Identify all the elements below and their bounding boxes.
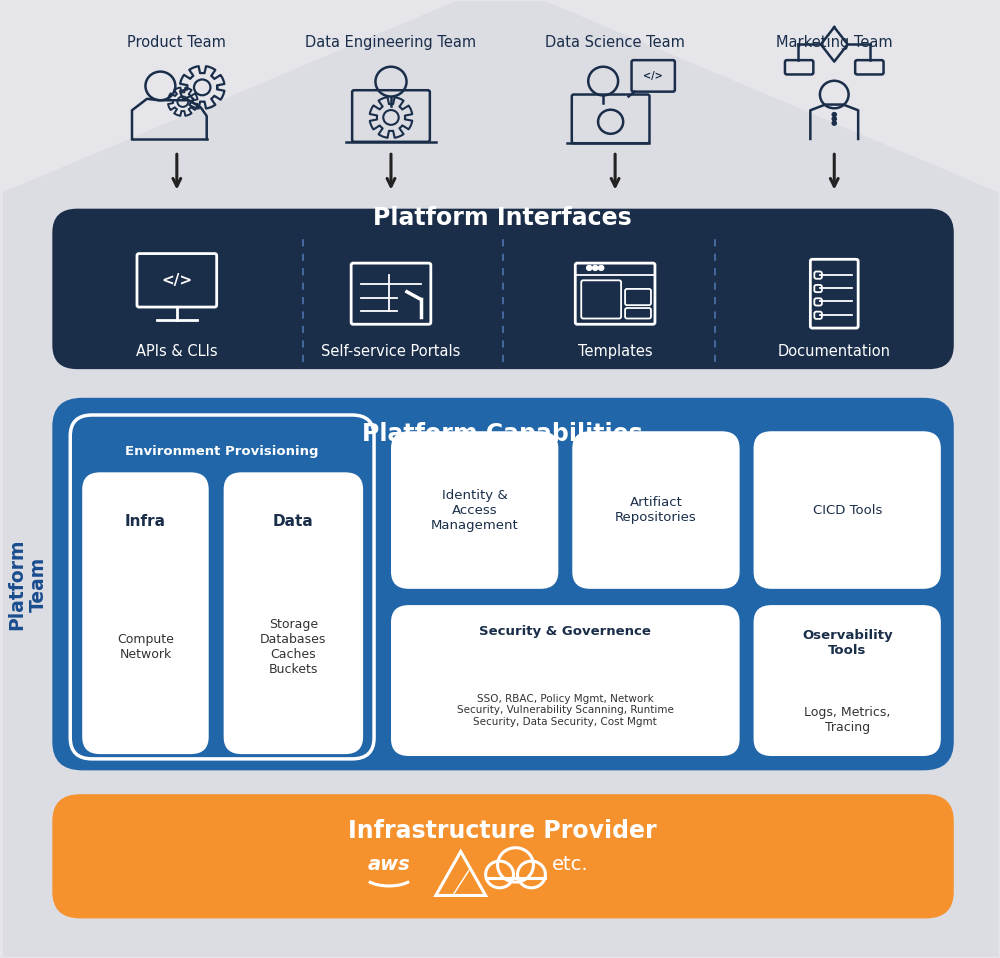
Text: Compute
Network: Compute Network <box>117 633 174 661</box>
Text: aws: aws <box>368 855 410 875</box>
Text: APIs & CLIs: APIs & CLIs <box>136 345 218 359</box>
FancyBboxPatch shape <box>391 605 740 756</box>
FancyBboxPatch shape <box>224 472 363 754</box>
Text: </>: </> <box>643 71 663 80</box>
Text: Identity &
Access
Management: Identity & Access Management <box>431 489 519 532</box>
Text: Logs, Metrics,
Tracing: Logs, Metrics, Tracing <box>804 706 890 734</box>
Text: Oservability
Tools: Oservability Tools <box>802 629 893 657</box>
Text: Templates: Templates <box>578 345 652 359</box>
Circle shape <box>832 117 836 121</box>
Circle shape <box>832 121 836 125</box>
FancyBboxPatch shape <box>572 431 740 589</box>
FancyBboxPatch shape <box>754 431 941 589</box>
Circle shape <box>832 113 836 117</box>
Text: Self-service Portals: Self-service Portals <box>321 345 461 359</box>
Text: </>: </> <box>161 273 192 287</box>
FancyBboxPatch shape <box>52 209 954 369</box>
Text: Data Science Team: Data Science Team <box>545 34 685 50</box>
Text: Data: Data <box>273 514 314 530</box>
Text: Storage
Databases
Caches
Buckets: Storage Databases Caches Buckets <box>260 618 327 676</box>
Text: CICD Tools: CICD Tools <box>813 504 882 516</box>
Text: Artifiact
Repositories: Artifiact Repositories <box>615 496 697 524</box>
FancyBboxPatch shape <box>52 794 954 919</box>
Polygon shape <box>3 0 999 957</box>
Circle shape <box>587 265 592 270</box>
Text: Documentation: Documentation <box>778 345 891 359</box>
Text: Infrastructure Provider: Infrastructure Provider <box>348 818 657 842</box>
Text: Environment Provisioning: Environment Provisioning <box>125 445 319 458</box>
Text: Marketing Team: Marketing Team <box>776 34 893 50</box>
Text: Data Engineering Team: Data Engineering Team <box>305 34 477 50</box>
Text: Platform Interfaces: Platform Interfaces <box>373 206 632 230</box>
FancyBboxPatch shape <box>82 472 209 754</box>
Text: etc.: etc. <box>552 855 589 875</box>
Text: Platform Capabilities: Platform Capabilities <box>362 422 643 446</box>
Text: Product Team: Product Team <box>127 34 226 50</box>
Text: Platform
Team: Platform Team <box>7 538 48 629</box>
Circle shape <box>593 265 598 270</box>
FancyBboxPatch shape <box>52 398 954 770</box>
Text: Infra: Infra <box>125 514 166 530</box>
FancyBboxPatch shape <box>391 431 558 589</box>
Circle shape <box>599 265 604 270</box>
Text: Security & Governence: Security & Governence <box>479 626 651 638</box>
FancyBboxPatch shape <box>754 605 941 756</box>
FancyBboxPatch shape <box>70 415 374 759</box>
Text: SSO, RBAC, Policy Mgmt, Network
Security, Vulnerability Scanning, Runtime
Securi: SSO, RBAC, Policy Mgmt, Network Security… <box>457 694 674 727</box>
